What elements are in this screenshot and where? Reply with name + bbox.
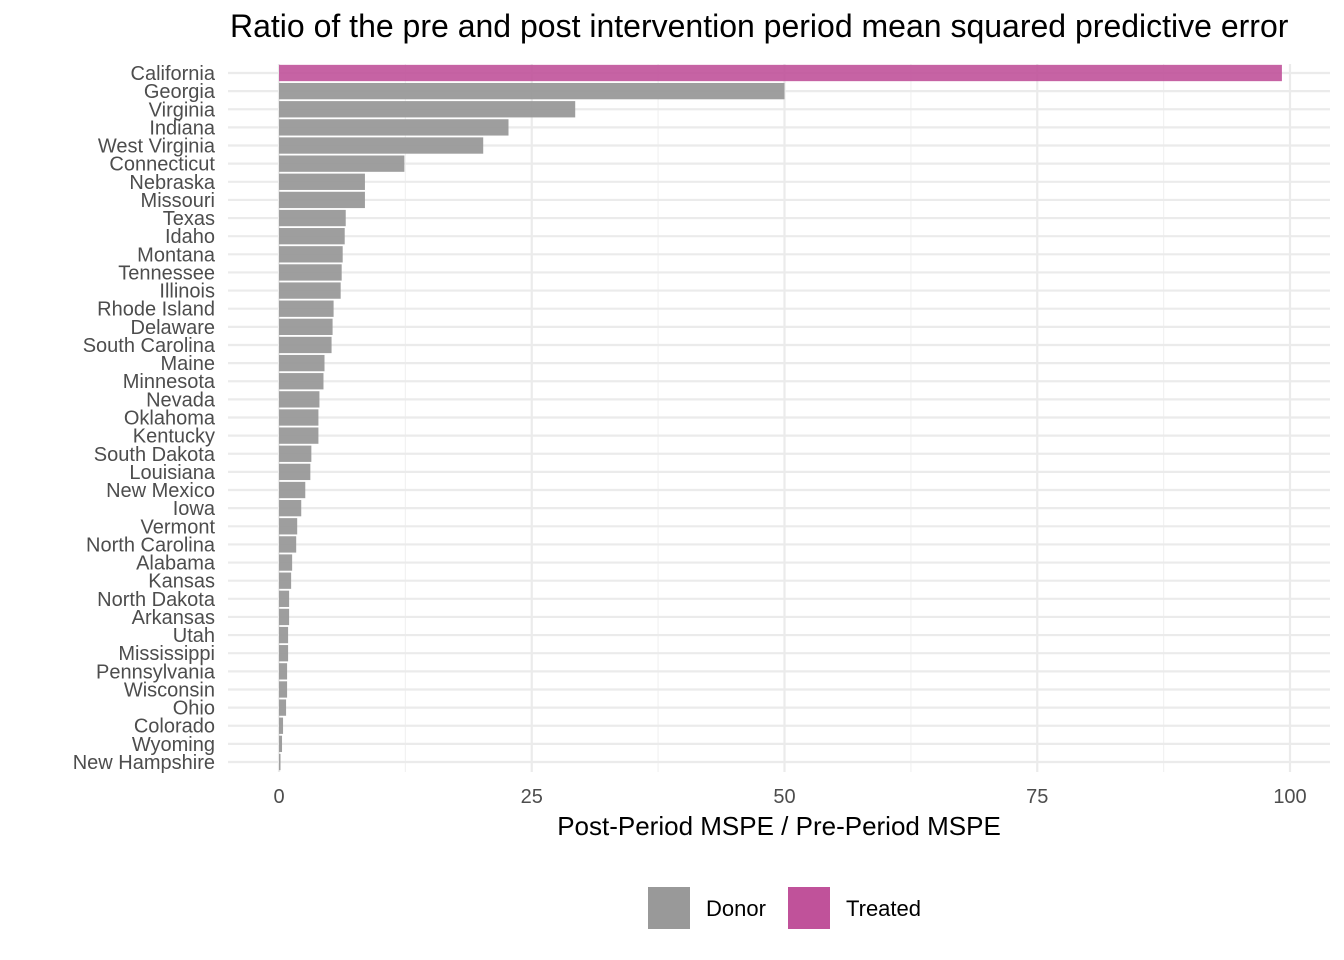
y-tick-label: Iowa <box>173 498 216 520</box>
y-tick-label: California <box>131 63 216 85</box>
y-tick-label: Virginia <box>149 99 216 121</box>
y-tick-label: Montana <box>137 244 216 266</box>
y-tick-label: North Carolina <box>86 534 216 556</box>
bar-connecticut <box>279 155 405 172</box>
bar-south-dakota <box>279 445 312 462</box>
y-tick-label: Utah <box>173 625 215 647</box>
y-tick-label: Indiana <box>149 117 215 139</box>
y-tick-label: Nebraska <box>129 172 215 194</box>
bar-illinois <box>279 282 341 299</box>
bar-montana <box>279 246 343 263</box>
bar-louisiana <box>279 463 311 481</box>
bar-texas <box>279 209 346 227</box>
bar-virginia <box>279 101 576 118</box>
y-tick-label: Mississippi <box>118 643 215 665</box>
x-tick-label: 25 <box>521 786 543 808</box>
legend-label-treated: Treated <box>846 896 921 921</box>
y-tick-label: Ohio <box>173 698 215 720</box>
y-tick-label: Delaware <box>131 317 215 339</box>
y-tick-label: Missouri <box>141 190 215 212</box>
bar-ohio <box>279 699 287 716</box>
bar-maine <box>279 354 325 372</box>
bar-nebraska <box>279 173 365 190</box>
bar-kentucky <box>279 427 319 444</box>
y-tick-label: North Dakota <box>97 589 216 611</box>
bar-minnesota <box>279 373 324 390</box>
y-tick-label: Oklahoma <box>124 408 216 430</box>
y-tick-label: New Mexico <box>106 480 215 502</box>
y-tick-label: Arkansas <box>132 607 215 629</box>
bar-new-mexico <box>279 481 306 499</box>
bar-indiana <box>279 119 509 136</box>
x-axis-labels: 0 25 50 75 100 <box>273 786 1306 808</box>
bar-wyoming <box>279 735 283 753</box>
bar-pennsylvania <box>279 663 288 680</box>
bar-oklahoma <box>279 409 319 426</box>
y-tick-label: South Dakota <box>94 444 216 466</box>
x-tick-label: 50 <box>773 786 795 808</box>
y-tick-label: Minnesota <box>123 371 216 393</box>
bar-new-hampshire <box>279 753 281 771</box>
bar-iowa <box>279 499 302 517</box>
bar-vermont <box>279 518 298 535</box>
y-tick-label: Texas <box>163 208 215 230</box>
bar-mississippi <box>279 645 289 662</box>
y-tick-label: Rhode Island <box>97 299 215 321</box>
x-tick-label: 0 <box>273 786 284 808</box>
y-tick-label: Nevada <box>146 389 216 411</box>
y-tick-label: Vermont <box>141 516 216 538</box>
bar-california <box>279 64 1282 82</box>
bar-delaware <box>279 318 333 336</box>
y-tick-label: Kansas <box>148 571 215 593</box>
legend-label-donor: Donor <box>706 896 766 921</box>
y-tick-label: Alabama <box>136 553 216 575</box>
bar-wisconsin <box>279 681 288 698</box>
y-tick-label: Colorado <box>134 716 215 738</box>
bar-nevada <box>279 391 320 408</box>
chart-title: Ratio of the pre and post intervention p… <box>230 8 1289 44</box>
bar-north-carolina <box>279 536 297 553</box>
x-tick-label: 100 <box>1273 786 1306 808</box>
bar-south-carolina <box>279 336 332 354</box>
y-tick-label: Louisiana <box>129 462 216 484</box>
y-tick-label: Wyoming <box>132 734 215 756</box>
y-tick-label: Pennsylvania <box>96 661 216 683</box>
x-tick-label: 75 <box>1026 786 1048 808</box>
y-tick-label: Connecticut <box>109 154 215 176</box>
bar-missouri <box>279 191 365 209</box>
y-tick-label: West Virginia <box>98 136 216 158</box>
bar-tennessee <box>279 264 342 281</box>
bars <box>279 64 1282 771</box>
bar-rhode-island <box>279 300 334 317</box>
y-tick-label: Wisconsin <box>124 679 215 701</box>
legend-key-treated <box>788 887 830 929</box>
y-tick-label: South Carolina <box>83 335 216 357</box>
bar-arkansas <box>279 608 290 626</box>
bar-idaho <box>279 228 345 245</box>
bar-north-dakota <box>279 590 290 607</box>
x-axis-title: Post-Period MSPE / Pre-Period MSPE <box>557 811 1001 841</box>
y-tick-label: Illinois <box>159 281 215 303</box>
y-tick-label: Kentucky <box>133 426 215 448</box>
legend: Donor Treated <box>648 887 921 929</box>
bar-alabama <box>279 554 293 571</box>
bar-georgia <box>279 82 785 100</box>
bar-utah <box>279 626 289 644</box>
y-tick-label: Maine <box>161 353 215 375</box>
y-tick-label: New Hampshire <box>73 752 215 774</box>
bar-colorado <box>279 717 284 734</box>
legend-key-donor <box>648 887 690 929</box>
bar-kansas <box>279 572 292 589</box>
y-tick-label: Idaho <box>165 226 215 248</box>
y-tick-label: Georgia <box>144 81 216 103</box>
bar-west-virginia <box>279 137 484 154</box>
y-tick-label: Tennessee <box>118 262 215 284</box>
